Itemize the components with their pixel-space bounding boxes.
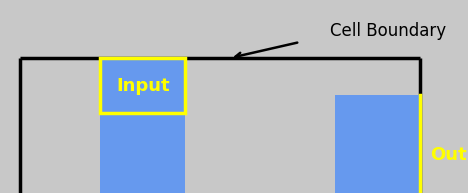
Bar — [100, 58, 185, 113]
Text: Output: Output — [430, 146, 468, 164]
Bar — [335, 95, 420, 193]
Text: Input: Input — [116, 77, 170, 95]
Text: Cell Boundary: Cell Boundary — [330, 22, 446, 40]
Bar — [100, 80, 185, 193]
